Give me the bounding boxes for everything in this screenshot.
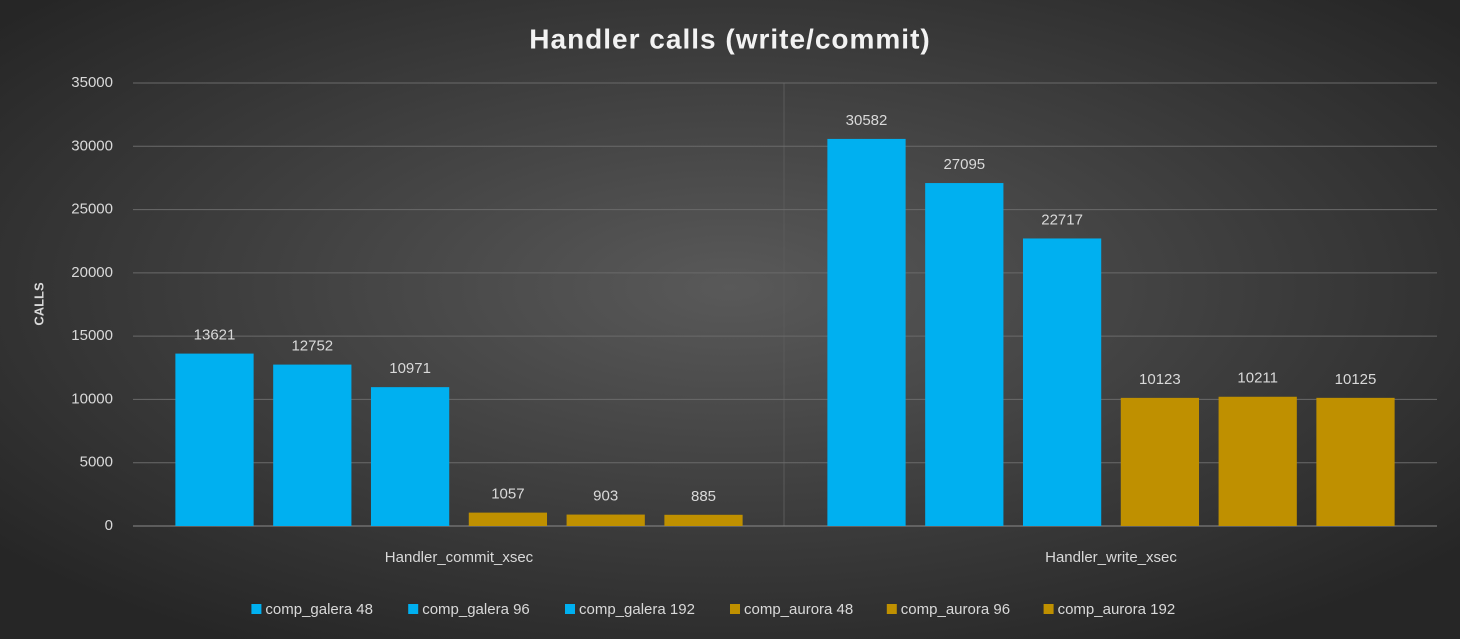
data-label: 22717 xyxy=(1041,211,1083,228)
y-tick-label: 15000 xyxy=(71,327,113,344)
bar xyxy=(1022,238,1102,526)
bar xyxy=(175,353,254,526)
bar xyxy=(468,512,548,526)
bar xyxy=(1120,397,1200,526)
data-label: 1057 xyxy=(491,486,524,503)
bar xyxy=(827,138,906,526)
legend-label: comp_galera 96 xyxy=(422,601,530,618)
bar xyxy=(566,514,645,526)
bar xyxy=(1316,397,1395,526)
legend-label: comp_aurora 96 xyxy=(901,601,1010,618)
legend-swatch xyxy=(565,604,575,614)
legend-swatch xyxy=(251,604,262,614)
y-tick-label: 0 xyxy=(105,517,113,534)
y-tick-label: 25000 xyxy=(71,201,113,218)
bar xyxy=(664,514,743,526)
bar xyxy=(925,183,1004,526)
legend-label: comp_galera 48 xyxy=(265,601,373,618)
bar xyxy=(370,387,450,526)
data-label: 10211 xyxy=(1237,370,1278,387)
legend-label: comp_galera 192 xyxy=(579,601,695,618)
chart-title: Handler calls (write/commit) xyxy=(529,23,930,54)
data-label: 885 xyxy=(691,488,716,505)
legend-swatch xyxy=(1043,604,1054,614)
data-label: 12752 xyxy=(291,338,333,355)
legend-label: comp_aurora 192 xyxy=(1058,601,1176,618)
y-tick-label: 30000 xyxy=(71,137,113,154)
legend-swatch xyxy=(730,604,740,614)
x-tick-label: Handler_commit_xsec xyxy=(385,549,534,566)
data-label: 10971 xyxy=(389,360,431,377)
y-tick-label: 5000 xyxy=(80,454,113,471)
data-label: 10125 xyxy=(1335,371,1377,388)
data-label: 27095 xyxy=(943,156,985,173)
data-label: 13621 xyxy=(194,327,236,344)
legend-label: comp_aurora 48 xyxy=(744,601,853,618)
bar xyxy=(1218,396,1297,526)
data-label: 30582 xyxy=(846,112,888,129)
y-tick-label: 35000 xyxy=(71,74,113,91)
data-label: 10123 xyxy=(1139,371,1181,388)
legend-swatch xyxy=(408,604,419,614)
data-label: 903 xyxy=(593,488,618,505)
y-tick-label: 10000 xyxy=(71,390,113,407)
y-axis-title: CALLS xyxy=(31,282,46,326)
y-tick-label: 20000 xyxy=(71,264,113,281)
x-tick-label: Handler_write_xsec xyxy=(1045,549,1177,566)
bar xyxy=(273,364,352,526)
legend-swatch xyxy=(886,604,897,614)
